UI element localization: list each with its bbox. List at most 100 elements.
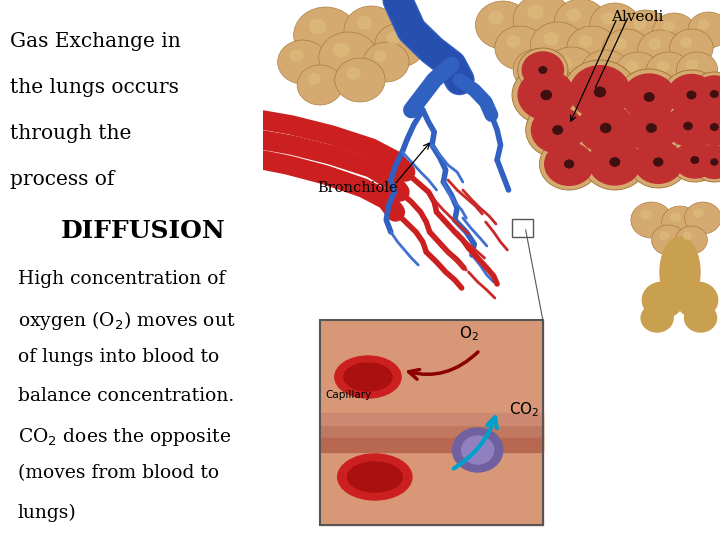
Circle shape xyxy=(278,40,328,84)
Circle shape xyxy=(670,138,720,182)
Circle shape xyxy=(674,142,716,178)
Circle shape xyxy=(638,30,683,70)
Circle shape xyxy=(567,26,617,70)
Circle shape xyxy=(696,146,720,178)
Circle shape xyxy=(626,61,638,71)
Circle shape xyxy=(670,29,713,67)
Circle shape xyxy=(333,44,348,57)
Circle shape xyxy=(693,209,703,217)
Circle shape xyxy=(652,13,696,51)
Circle shape xyxy=(539,138,599,190)
Circle shape xyxy=(508,36,520,47)
Circle shape xyxy=(308,74,320,84)
Circle shape xyxy=(297,65,343,105)
Circle shape xyxy=(644,93,654,101)
Circle shape xyxy=(614,38,626,49)
Circle shape xyxy=(558,57,572,69)
Circle shape xyxy=(602,13,615,24)
Text: of lungs into blood to: of lungs into blood to xyxy=(18,348,220,366)
Circle shape xyxy=(665,106,711,146)
Text: DIFFUSION: DIFFUSION xyxy=(61,219,226,242)
Ellipse shape xyxy=(347,462,402,492)
Circle shape xyxy=(711,91,718,97)
Circle shape xyxy=(623,74,675,120)
Circle shape xyxy=(590,3,640,47)
Circle shape xyxy=(577,103,634,153)
Circle shape xyxy=(567,9,580,21)
Circle shape xyxy=(711,124,718,130)
Circle shape xyxy=(462,436,494,464)
Circle shape xyxy=(595,87,606,97)
Text: Capillary: Capillary xyxy=(325,390,372,400)
Circle shape xyxy=(518,48,568,92)
Text: High concentration of: High concentration of xyxy=(18,270,225,288)
Circle shape xyxy=(652,225,685,255)
Circle shape xyxy=(553,126,562,134)
Ellipse shape xyxy=(344,363,392,391)
Ellipse shape xyxy=(335,356,401,398)
Circle shape xyxy=(475,1,530,49)
Circle shape xyxy=(634,19,646,29)
Circle shape xyxy=(375,23,425,67)
Circle shape xyxy=(646,52,691,92)
Text: Gas Exchange in: Gas Exchange in xyxy=(10,32,181,51)
Text: CO$_2$ does the opposite: CO$_2$ does the opposite xyxy=(18,426,231,448)
Circle shape xyxy=(680,38,691,47)
Circle shape xyxy=(580,36,592,47)
Circle shape xyxy=(685,304,716,332)
Circle shape xyxy=(364,42,409,82)
Circle shape xyxy=(319,32,378,84)
Text: Bronchiole: Bronchiole xyxy=(318,181,398,195)
Circle shape xyxy=(512,65,580,125)
Circle shape xyxy=(564,60,636,124)
Circle shape xyxy=(647,124,656,132)
Circle shape xyxy=(344,6,399,54)
Ellipse shape xyxy=(660,237,700,307)
Bar xyxy=(320,438,543,452)
Circle shape xyxy=(593,60,606,71)
Circle shape xyxy=(660,232,669,239)
Circle shape xyxy=(689,72,720,116)
Bar xyxy=(320,320,543,525)
Circle shape xyxy=(689,105,720,149)
Circle shape xyxy=(589,139,641,185)
Bar xyxy=(320,422,543,440)
Circle shape xyxy=(600,124,611,132)
Circle shape xyxy=(677,52,718,88)
Circle shape xyxy=(619,100,683,156)
Circle shape xyxy=(544,33,558,45)
Circle shape xyxy=(310,19,325,33)
Circle shape xyxy=(358,17,372,29)
Circle shape xyxy=(654,158,662,166)
Circle shape xyxy=(453,428,503,472)
Circle shape xyxy=(495,26,545,70)
Circle shape xyxy=(522,52,564,88)
Circle shape xyxy=(528,6,543,19)
Circle shape xyxy=(513,0,572,46)
Circle shape xyxy=(545,143,593,185)
Text: process of: process of xyxy=(10,170,114,189)
Circle shape xyxy=(698,20,708,29)
Circle shape xyxy=(580,50,631,94)
Circle shape xyxy=(660,102,716,150)
Circle shape xyxy=(663,22,675,31)
Circle shape xyxy=(631,202,672,238)
Circle shape xyxy=(685,202,720,234)
Ellipse shape xyxy=(338,454,412,500)
Circle shape xyxy=(489,12,503,24)
Circle shape xyxy=(531,107,584,153)
Text: the lungs occurs: the lungs occurs xyxy=(10,78,179,97)
Circle shape xyxy=(617,69,681,125)
Circle shape xyxy=(657,61,669,71)
Circle shape xyxy=(335,58,385,102)
Text: O$_2$: O$_2$ xyxy=(459,325,479,343)
Circle shape xyxy=(675,226,708,254)
Circle shape xyxy=(554,0,607,45)
Circle shape xyxy=(641,210,652,219)
Circle shape xyxy=(687,60,697,69)
Circle shape xyxy=(539,67,546,73)
Circle shape xyxy=(634,141,683,183)
Circle shape xyxy=(526,102,590,158)
Circle shape xyxy=(290,50,303,61)
Circle shape xyxy=(649,39,660,49)
